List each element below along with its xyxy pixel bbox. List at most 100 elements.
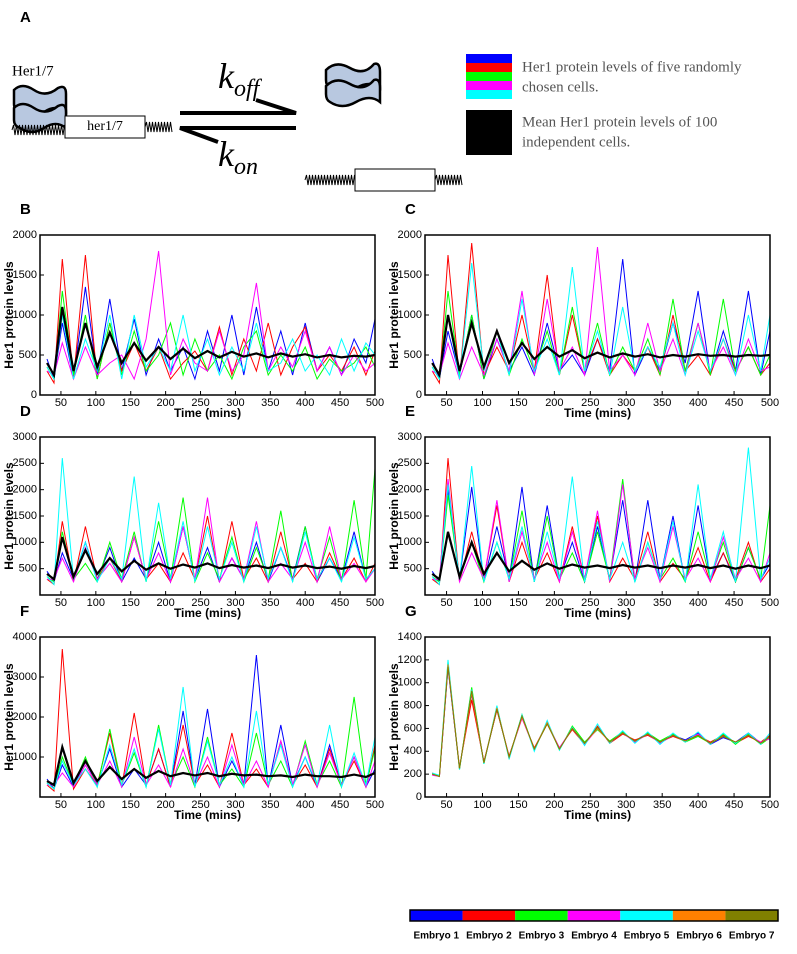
x-axis-label: Time (mins): [564, 606, 631, 620]
x-tick-label: 250: [581, 597, 599, 609]
chart: F 50 100 150 200 250 300 350 400 450 500 1000 2000 30…: [2, 603, 384, 822]
x-tick-label: 450: [725, 597, 743, 609]
k-symbol: k: [218, 134, 235, 174]
legend-label: Embryo 7: [729, 931, 775, 942]
gene-box: [354, 168, 436, 192]
x-tick-label: 400: [296, 597, 314, 609]
x-tick-label: 150: [509, 799, 527, 811]
y-tick-label: 0: [31, 389, 37, 401]
line: [431, 447, 770, 586]
panel-letter: B: [20, 201, 31, 218]
x-tick-label: 400: [296, 397, 314, 409]
y-tick-label: 500: [19, 349, 37, 361]
x-axis-label: Time (mins): [174, 808, 241, 822]
legend-swatch: [466, 110, 512, 155]
dna-strand: [144, 121, 173, 133]
x-tick-label: 300: [226, 397, 244, 409]
mean-line: [431, 531, 770, 582]
y-tick-label: 1500: [398, 269, 422, 281]
panel-letter: A: [20, 9, 31, 26]
line: [46, 250, 375, 381]
x-tick-label: 400: [689, 597, 707, 609]
y-tick-label: 2500: [13, 457, 37, 469]
chart: G 50 100 150 200 250 300 350 400 450 500 0 200 400 600…: [387, 603, 779, 822]
x-tick-label: 100: [473, 799, 491, 811]
chart: B 50 100 150 200 250 300 350 400 450 500 0 500 1000 15…: [2, 201, 384, 420]
legend-text: Mean Her1 protein levels of 100: [522, 114, 717, 130]
legend-label: Embryo 1: [413, 931, 459, 942]
y-tick-label: 1000: [398, 677, 422, 689]
x-tick-label: 150: [122, 799, 140, 811]
y-tick-label: 200: [404, 768, 422, 780]
y-tick-label: 3000: [13, 431, 37, 443]
y-tick-label: 2000: [13, 484, 37, 496]
x-tick-label: 50: [55, 799, 67, 811]
y-tick-label: 2000: [398, 484, 422, 496]
x-tick-label: 300: [617, 397, 635, 409]
x-tick-label: 50: [440, 397, 452, 409]
k-subscript: off: [234, 76, 263, 102]
line: [46, 648, 375, 793]
y-tick-label: 4000: [13, 631, 37, 643]
x-tick-label: 300: [226, 597, 244, 609]
x-tick-label: 350: [653, 799, 671, 811]
k-on: kon: [218, 134, 258, 179]
panel-letter: C: [405, 201, 416, 218]
mean-line: [431, 314, 770, 379]
y-tick-label: 1000: [398, 309, 422, 321]
x-axis-label: Time (mins): [174, 406, 241, 420]
x-tick-label: 100: [87, 397, 105, 409]
legend-swatch: [462, 910, 516, 921]
y-tick-label: 500: [404, 563, 422, 575]
y-tick-label: 800: [404, 699, 422, 711]
x-tick-label: 400: [296, 799, 314, 811]
y-tick-label: 3000: [13, 671, 37, 683]
y-tick-label: 1500: [398, 510, 422, 522]
plot-frame: [424, 234, 771, 396]
legend-swatch: [466, 72, 512, 81]
x-tick-label: 250: [191, 799, 209, 811]
x-tick-label: 400: [689, 397, 707, 409]
legend-text: independent cells.: [522, 134, 630, 150]
y-axis-label: Her1 protein levels: [387, 261, 401, 369]
y-tick-label: 600: [404, 722, 422, 734]
line: [46, 314, 375, 381]
x-tick-label: 350: [261, 799, 279, 811]
mean-line: [46, 306, 375, 379]
mean-line: [46, 742, 375, 787]
legend-label: Embryo 3: [519, 931, 565, 942]
panel-letter: D: [20, 403, 31, 420]
legend-label: Embryo 5: [624, 931, 670, 942]
legend-swatch: [466, 90, 512, 99]
y-tick-label: 1000: [13, 536, 37, 548]
line: [431, 246, 770, 381]
line: [431, 262, 770, 381]
k-subscript: on: [234, 154, 258, 180]
chart: D 50 100 150 200 250 300 350 400 450 500 500 1000 150…: [2, 403, 384, 620]
y-tick-label: 1400: [398, 631, 422, 643]
gene-label: her1/7: [87, 119, 123, 134]
x-tick-label: 200: [156, 397, 174, 409]
y-tick-label: 1000: [398, 536, 422, 548]
legend-swatch: [466, 81, 512, 90]
legend-swatch: [672, 910, 726, 921]
y-tick-label: 3000: [398, 431, 422, 443]
dna-strand: [434, 174, 463, 186]
x-tick-label: 250: [581, 397, 599, 409]
line: [46, 686, 375, 790]
legend-frame: [409, 909, 779, 922]
x-tick-label: 500: [366, 397, 384, 409]
x-tick-label: 450: [725, 799, 743, 811]
chart: C 50 100 150 200 250 300 350 400 450 500 0 500 1000 15…: [387, 201, 779, 420]
legend-swatch: [567, 910, 621, 921]
legend: Embryo 1 Embryo 2 Embryo 3 Embryo 4 Embryo 5…: [409, 909, 779, 942]
legend-label: Embryo 2: [466, 931, 512, 942]
x-axis-label: Time (mins): [174, 606, 241, 620]
x-tick-label: 500: [761, 397, 779, 409]
x-tick-label: 50: [440, 799, 452, 811]
chart: E 50 100 150 200 250 300 350 400 450 500 500 1000 150…: [387, 403, 779, 620]
panel-letter: F: [20, 603, 29, 620]
panel-letter: G: [405, 603, 417, 620]
line: [431, 486, 770, 584]
